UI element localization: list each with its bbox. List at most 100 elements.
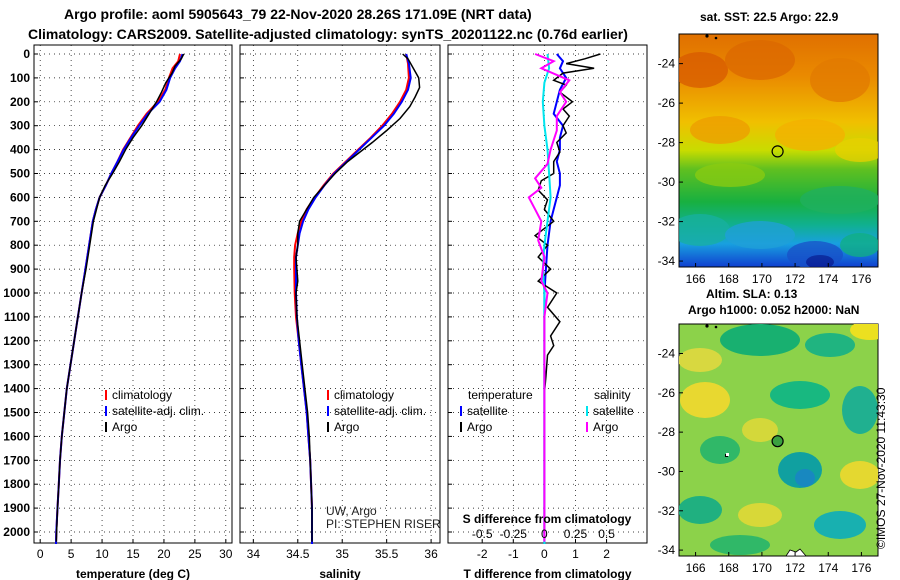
map-x-tick-label: 172 xyxy=(785,272,805,286)
map-x-tick-label: 172 xyxy=(785,561,805,575)
x-tick-label: 20 xyxy=(157,547,171,561)
sla-map-title: Altim. SLA: 0.13 xyxy=(706,287,798,301)
map-y-tick-label: -26 xyxy=(658,96,676,110)
map-y-tick-label: -30 xyxy=(658,175,676,189)
x-tick-label: 10 xyxy=(95,547,109,561)
map-y-tick-label: -28 xyxy=(658,136,676,150)
plot-salinity: 34 34.5 35 35.5 36 salinity xyxy=(239,44,441,580)
map-y-tick-label: -32 xyxy=(658,215,676,229)
salinity-annotation: UW, Argo xyxy=(326,504,377,518)
x-tick-label: 1 xyxy=(572,547,579,561)
x-tick-label: -2 xyxy=(477,547,488,561)
sst-map-float-marker xyxy=(771,145,784,158)
map-y-tick-label: -26 xyxy=(658,386,676,400)
series-line-satellite-adj-clim- xyxy=(295,53,412,544)
plot-frame xyxy=(33,44,233,544)
y-tick-label: 2000 xyxy=(3,525,30,539)
x-tick-label: 0 xyxy=(541,547,548,561)
y-tick-label: 100 xyxy=(10,71,30,85)
legend-label: Argo xyxy=(334,420,360,434)
map-x-tick-label: 166 xyxy=(686,561,706,575)
x-tick-label: 34.5 xyxy=(286,547,310,561)
map-x-tick-label: 170 xyxy=(752,272,772,286)
y-tick-label: 1400 xyxy=(3,382,30,396)
x-tick-label: 15 xyxy=(126,547,140,561)
map-x-tick-label: 174 xyxy=(818,272,838,286)
y-tick-label: 1000 xyxy=(3,286,30,300)
legend-label: satellite-adj. clim. xyxy=(112,404,204,418)
header-title-line2: Climatology: CARS2009. Satellite-adjuste… xyxy=(28,26,628,42)
series-line-s-argo xyxy=(527,53,571,542)
y-tick-label: 900 xyxy=(10,262,30,276)
map-y-tick-label: -24 xyxy=(658,346,676,360)
map-x-tick-label: 170 xyxy=(752,561,772,575)
salinity-annotation: PI: STEPHEN RISER xyxy=(326,517,441,531)
y-tick-label: 300 xyxy=(10,119,30,133)
header-title-line1: Argo profile: aoml 5905643_79 22-Nov-202… xyxy=(64,6,532,22)
map-x-tick-label: 168 xyxy=(719,272,739,286)
map-x-tick-label: 174 xyxy=(818,561,838,575)
sla-map-subtitle: Argo h1000: 0.052 h2000: NaN xyxy=(688,303,860,317)
plot-difference: -2 -1 0 1 2 T difference from climatology xyxy=(447,44,648,580)
x-tick-label: 34 xyxy=(247,547,261,561)
diff-s-tick-label: -0.25 xyxy=(500,527,528,541)
sst-map xyxy=(678,33,879,268)
x-tick-label: 35.5 xyxy=(375,547,399,561)
plot-frame xyxy=(239,44,441,544)
map-x-tick-label: 168 xyxy=(719,561,739,575)
y-tick-label: 1300 xyxy=(3,358,30,372)
map-y-tick-label: -24 xyxy=(658,57,676,71)
y-tick-label: 600 xyxy=(10,190,30,204)
y-tick-label: 1600 xyxy=(3,429,30,443)
diff-legend-label: satellite xyxy=(467,404,508,418)
diff-s-axis-label: S difference from climatology xyxy=(463,512,632,526)
diff-legend-title-salinity: salinity xyxy=(594,388,631,402)
x-tick-label: 36 xyxy=(424,547,438,561)
y-tick-label: 500 xyxy=(10,167,30,181)
diff-legend-title-temperature: temperature xyxy=(468,388,533,402)
y-tick-label: 1200 xyxy=(3,334,30,348)
y-tick-label: 1700 xyxy=(3,453,30,467)
map-x-tick-label: 176 xyxy=(851,272,871,286)
x-tick-label: 30 xyxy=(219,547,233,561)
legend-label: Argo xyxy=(112,420,138,434)
x-tick-label: -1 xyxy=(508,547,519,561)
y-tick-label: 700 xyxy=(10,214,30,228)
x-tick-label: 35 xyxy=(336,547,350,561)
diff-legend-label: Argo xyxy=(467,420,493,434)
map-y-tick-label: -28 xyxy=(658,425,676,439)
map-x-tick-label: 166 xyxy=(686,272,706,286)
sst-map-title: sat. SST: 22.5 Argo: 22.9 xyxy=(700,10,839,24)
map-y-tick-label: -30 xyxy=(658,464,676,478)
x-tick-label: 2 xyxy=(603,547,610,561)
diff-s-tick-label: 0 xyxy=(541,527,548,541)
series-line-argo xyxy=(295,53,421,542)
legend-label: climatology xyxy=(334,388,394,402)
y-tick-label: 800 xyxy=(10,238,30,252)
sla-map-float-marker xyxy=(771,435,784,448)
sla-map xyxy=(678,323,879,557)
diff-s-tick-label: -0.5 xyxy=(472,527,493,541)
map-y-tick-label: -34 xyxy=(658,254,676,268)
diff-s-tick-label: 0.5 xyxy=(598,527,615,541)
x-axis-label: T difference from climatology xyxy=(463,567,631,580)
y-tick-label: 400 xyxy=(10,143,30,157)
legend-label: satellite-adj. clim. xyxy=(334,404,426,418)
plot-temperature: 0 5 10 15 20 25 30 temperature (deg C) xyxy=(33,44,233,580)
x-tick-label: 0 xyxy=(37,547,44,561)
diff-legend-label: satellite xyxy=(593,404,634,418)
y-tick-label: 200 xyxy=(10,95,30,109)
y-tick-label: 1500 xyxy=(3,406,30,420)
x-tick-label: 5 xyxy=(68,547,75,561)
y-tick-label: 0 xyxy=(23,47,30,61)
y-tick-label: 1800 xyxy=(3,477,30,491)
diff-legend-label: Argo xyxy=(593,420,619,434)
y-tick-label: 1900 xyxy=(3,501,30,515)
x-tick-label: 25 xyxy=(188,547,202,561)
x-axis-label: temperature (deg C) xyxy=(76,567,190,580)
series-line-argo xyxy=(55,53,185,542)
legend-label: climatology xyxy=(112,388,172,402)
map-y-tick-label: -34 xyxy=(658,543,676,557)
map-y-tick-label: -32 xyxy=(658,504,676,518)
